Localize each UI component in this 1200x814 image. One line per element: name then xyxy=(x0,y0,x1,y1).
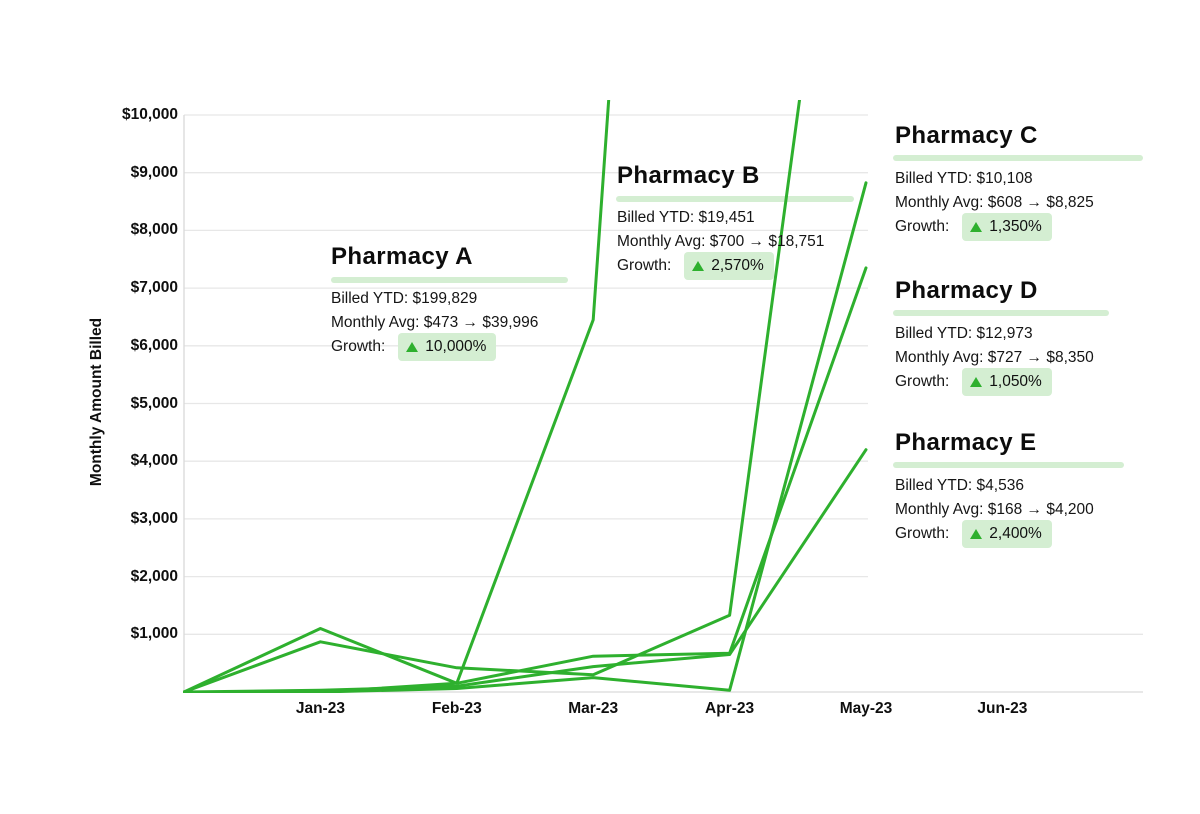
growth-badge: 10,000% xyxy=(398,333,497,361)
annotation-body-d: Billed YTD: $12,973 Monthly Avg: $727 → $… xyxy=(895,322,1094,396)
growth-badge: 1,350% xyxy=(962,213,1052,241)
x-axis-tick-label: Apr-23 xyxy=(705,700,755,717)
y-axis-tick-label: $1,000 xyxy=(130,625,178,643)
triangle-up-icon xyxy=(970,222,983,232)
growth-label: Growth: xyxy=(895,373,950,390)
annotation-body-b: Billed YTD: $19,451 Monthly Avg: $700 → $… xyxy=(617,206,825,280)
monthly-avg-text: Monthly Avg: $608 → $8,825 xyxy=(895,194,1094,211)
growth-label: Growth: xyxy=(895,218,950,235)
growth-label: Growth: xyxy=(331,338,386,355)
growth-line: Growth: 2,400% xyxy=(895,520,1094,548)
annotation-underline-a xyxy=(331,277,568,283)
growth-badge: 1,050% xyxy=(962,368,1052,396)
annotation-underline-b xyxy=(616,196,854,202)
y-axis-tick-label: $8,000 xyxy=(130,221,178,239)
x-axis-tick-label: Jan-23 xyxy=(295,700,345,717)
data-lines-group xyxy=(183,100,868,693)
y-axis-tick-label: $3,000 xyxy=(130,509,178,527)
triangle-up-icon xyxy=(406,342,419,352)
growth-line: Growth: 1,050% xyxy=(895,368,1094,396)
y-axis-tick-label: $5,000 xyxy=(130,394,178,412)
growth-value: 10,000% xyxy=(425,338,487,355)
billed-ytd-text: Billed YTD: $19,451 xyxy=(617,209,755,226)
annotation-underline-c xyxy=(893,155,1143,161)
growth-line: Growth: 10,000% xyxy=(331,333,538,361)
x-axis-tick-label: May-23 xyxy=(839,700,893,717)
annotation-title-a: Pharmacy A xyxy=(331,243,473,270)
billed-ytd-text: Billed YTD: $199,829 xyxy=(331,290,478,307)
growth-line: Growth: 1,350% xyxy=(895,213,1094,241)
monthly-avg-text: Monthly Avg: $727 → $8,350 xyxy=(895,349,1094,366)
growth-badge: 2,570% xyxy=(684,252,774,280)
annotation-body-a: Billed YTD: $199,829 Monthly Avg: $473 → … xyxy=(331,287,539,361)
y-axis-tick-label: $9,000 xyxy=(130,163,178,181)
billed-ytd-text: Billed YTD: $12,973 xyxy=(895,325,1033,342)
growth-line: Growth: 2,570% xyxy=(617,252,824,280)
growth-value: 2,570% xyxy=(711,257,764,274)
annotation-body-c: Billed YTD: $10,108 Monthly Avg: $608 → $… xyxy=(895,167,1094,241)
billed-ytd-text: Billed YTD: $4,536 xyxy=(895,477,1024,494)
growth-value: 1,050% xyxy=(989,373,1042,390)
triangle-up-icon xyxy=(970,529,983,539)
triangle-up-icon xyxy=(692,261,705,271)
monthly-avg-text: Monthly Avg: $473 → $39,996 xyxy=(331,314,539,331)
y-axis-tick-label: $4,000 xyxy=(130,452,178,470)
y-axis-tick-label: $10,000 xyxy=(121,106,178,123)
data-line-pharmacy-e xyxy=(183,448,868,693)
annotation-title-b: Pharmacy B xyxy=(617,162,760,189)
growth-label: Growth: xyxy=(895,525,950,542)
growth-value: 2,400% xyxy=(989,525,1042,542)
annotation-title-c: Pharmacy C xyxy=(895,122,1038,149)
x-axis-tick-label: Mar-23 xyxy=(568,700,619,717)
y-axis-tick-label: $6,000 xyxy=(130,336,178,354)
annotation-title-e: Pharmacy E xyxy=(895,429,1037,456)
monthly-avg-text: Monthly Avg: $168 → $4,200 xyxy=(895,501,1094,518)
growth-value: 1,350% xyxy=(989,218,1042,235)
monthly-avg-text: Monthly Avg: $700 → $18,751 xyxy=(617,233,825,250)
triangle-up-icon xyxy=(970,377,983,387)
x-axis-tick-label: Jun-23 xyxy=(977,700,1028,717)
growth-badge: 2,400% xyxy=(962,520,1052,548)
annotation-body-e: Billed YTD: $4,536 Monthly Avg: $168 → $4… xyxy=(895,474,1094,548)
growth-label: Growth: xyxy=(617,257,672,274)
annotation-title-d: Pharmacy D xyxy=(895,277,1038,304)
billed-ytd-text: Billed YTD: $10,108 xyxy=(895,170,1033,187)
y-axis-tick-label: $7,000 xyxy=(130,279,178,297)
y-axis-tick-label: $2,000 xyxy=(130,567,178,585)
x-axis-tick-label: Feb-23 xyxy=(431,700,482,717)
annotation-underline-e xyxy=(893,462,1124,468)
annotation-underline-d xyxy=(893,310,1109,316)
